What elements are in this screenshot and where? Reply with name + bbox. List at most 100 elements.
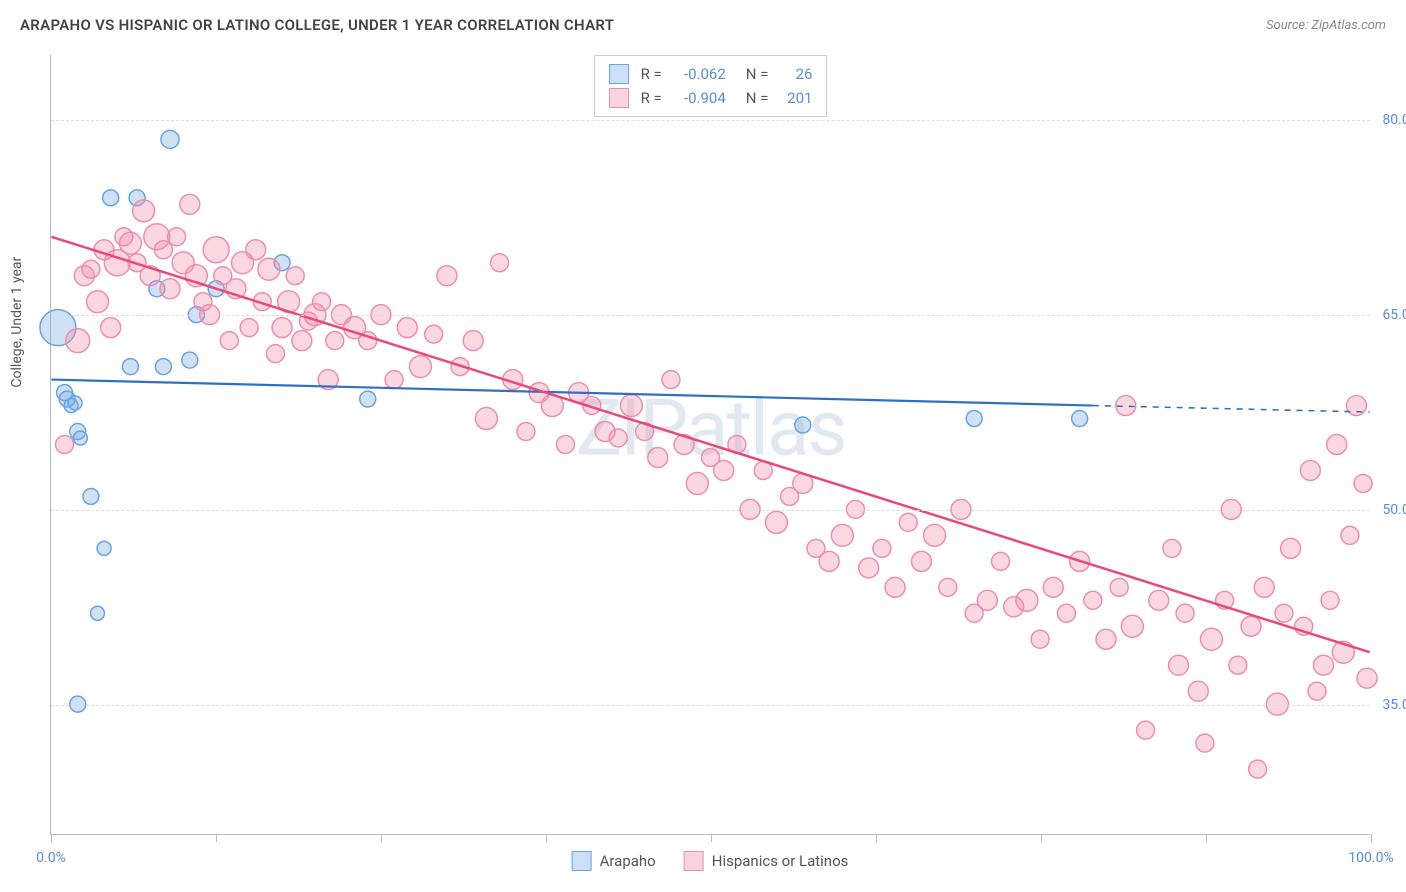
scatter-point bbox=[899, 513, 917, 531]
y-tick-label: 80.0% bbox=[1382, 112, 1406, 128]
scatter-point bbox=[1327, 435, 1347, 455]
scatter-point bbox=[180, 194, 200, 214]
scatter-point bbox=[924, 524, 946, 546]
x-tick bbox=[1371, 834, 1372, 842]
x-tick-label: 0.0% bbox=[36, 850, 66, 866]
scatter-point bbox=[87, 291, 109, 313]
scatter-point bbox=[1016, 589, 1038, 611]
x-tick bbox=[216, 834, 217, 842]
x-tick bbox=[1206, 834, 1207, 842]
scatter-point bbox=[1314, 655, 1334, 675]
scatter-point bbox=[313, 293, 331, 311]
x-tick bbox=[546, 834, 547, 842]
scatter-point bbox=[475, 408, 497, 430]
scatter-point bbox=[1357, 668, 1377, 688]
scatter-point bbox=[1169, 655, 1189, 675]
scatter-point bbox=[1275, 604, 1293, 622]
scatter-point bbox=[662, 371, 680, 389]
y-tick-label: 65.0% bbox=[1382, 307, 1406, 323]
n-value: 26 bbox=[776, 62, 812, 86]
legend-item: Hispanics or Latinos bbox=[684, 851, 849, 871]
scatter-point bbox=[977, 590, 997, 610]
scatter-svg bbox=[51, 55, 1370, 834]
scatter-point bbox=[1137, 721, 1155, 739]
scatter-point bbox=[992, 552, 1010, 570]
scatter-point bbox=[517, 423, 535, 441]
scatter-point bbox=[97, 541, 111, 555]
scatter-point bbox=[1043, 577, 1063, 597]
scatter-point bbox=[160, 279, 180, 299]
x-tick bbox=[381, 834, 382, 842]
scatter-point bbox=[1241, 616, 1261, 636]
scatter-point bbox=[620, 395, 642, 417]
chart-title: ARAPAHO VS HISPANIC OR LATINO COLLEGE, U… bbox=[20, 16, 614, 34]
scatter-point bbox=[360, 391, 376, 407]
scatter-point bbox=[831, 524, 853, 546]
scatter-point bbox=[66, 329, 90, 353]
legend-swatch bbox=[572, 851, 592, 871]
legend-bottom: Arapaho Hispanics or Latinos bbox=[572, 851, 849, 871]
scatter-point bbox=[168, 228, 186, 246]
legend-swatch bbox=[609, 88, 629, 108]
r-value: -0.904 bbox=[670, 86, 726, 110]
legend-stats-row: R =-0.062N =26 bbox=[609, 62, 813, 86]
legend-swatch bbox=[684, 851, 704, 871]
grid-line bbox=[51, 705, 1370, 706]
scatter-point bbox=[133, 200, 155, 222]
r-label: R = bbox=[641, 86, 662, 110]
scatter-point bbox=[425, 325, 443, 343]
scatter-point bbox=[939, 578, 957, 596]
scatter-point bbox=[463, 331, 483, 351]
scatter-point bbox=[240, 319, 258, 337]
plot-region: College, Under 1 year ZIPatlas R =-0.062… bbox=[50, 55, 1370, 835]
scatter-point bbox=[292, 331, 312, 351]
scatter-point bbox=[82, 260, 100, 278]
scatter-point bbox=[1072, 411, 1088, 427]
y-axis-title: College, Under 1 year bbox=[9, 256, 25, 387]
scatter-point bbox=[1163, 539, 1181, 557]
scatter-point bbox=[1249, 760, 1267, 778]
scatter-point bbox=[286, 267, 304, 285]
x-tick bbox=[876, 834, 877, 842]
scatter-point bbox=[155, 359, 171, 375]
n-label: N = bbox=[746, 86, 769, 110]
scatter-point bbox=[609, 429, 627, 447]
y-tick-label: 35.0% bbox=[1382, 697, 1406, 713]
r-label: R = bbox=[641, 62, 662, 86]
scatter-point bbox=[714, 460, 734, 480]
scatter-point bbox=[266, 345, 284, 363]
legend-label: Arapaho bbox=[600, 852, 656, 870]
scatter-point bbox=[885, 577, 905, 597]
scatter-point bbox=[556, 436, 574, 454]
x-tick-label: 100.0% bbox=[1348, 850, 1393, 866]
scatter-point bbox=[182, 352, 198, 368]
r-value: -0.062 bbox=[670, 62, 726, 86]
scatter-point bbox=[1176, 604, 1194, 622]
scatter-point bbox=[966, 411, 982, 427]
scatter-point bbox=[90, 606, 104, 620]
legend-item: Arapaho bbox=[572, 851, 656, 871]
scatter-point bbox=[326, 332, 344, 350]
x-tick bbox=[1041, 834, 1042, 842]
scatter-point bbox=[1031, 630, 1049, 648]
scatter-point bbox=[1308, 682, 1326, 700]
scatter-point bbox=[1254, 577, 1274, 597]
scatter-point bbox=[409, 356, 431, 378]
scatter-point bbox=[246, 240, 266, 260]
scatter-point bbox=[1300, 460, 1320, 480]
scatter-point bbox=[1096, 629, 1116, 649]
x-tick bbox=[51, 834, 52, 842]
scatter-point bbox=[859, 558, 879, 578]
scatter-point bbox=[911, 551, 931, 571]
scatter-point bbox=[83, 488, 99, 504]
scatter-point bbox=[491, 254, 509, 272]
legend-label: Hispanics or Latinos bbox=[712, 852, 849, 870]
source-attribution: Source: ZipAtlas.com bbox=[1266, 18, 1386, 33]
scatter-point bbox=[161, 130, 179, 148]
scatter-point bbox=[765, 511, 787, 533]
scatter-point bbox=[258, 258, 280, 280]
grid-line bbox=[51, 315, 1370, 316]
scatter-point bbox=[119, 232, 141, 254]
scatter-point bbox=[385, 371, 403, 389]
scatter-point bbox=[73, 431, 87, 445]
